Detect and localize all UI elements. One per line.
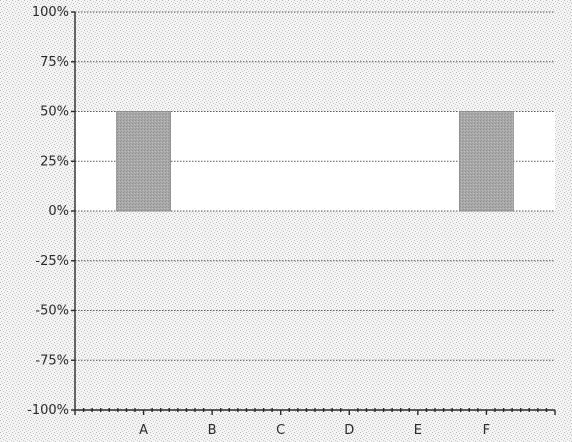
y-tick-label: 25% bbox=[40, 154, 69, 169]
axes bbox=[71, 11, 556, 415]
x-tick-label: D bbox=[344, 423, 354, 438]
y-tick-label: -25% bbox=[35, 254, 69, 269]
bar bbox=[116, 111, 171, 212]
y-tick-label: 100% bbox=[32, 5, 69, 20]
x-tick-label: A bbox=[139, 423, 148, 438]
y-tick-label: -100% bbox=[27, 403, 69, 418]
y-tick-label: -50% bbox=[35, 304, 69, 319]
y-tick-label: 50% bbox=[40, 105, 69, 120]
y-tick-label: -75% bbox=[35, 353, 69, 368]
y-tick-label: 0% bbox=[48, 204, 69, 219]
x-tick-label: C bbox=[276, 423, 285, 438]
gridlines bbox=[75, 11, 555, 361]
tick-labels: 100% 75% 50% 25% 0% -25% -50% -75% -100% A B C D E F bbox=[27, 5, 490, 438]
x-tick-label: F bbox=[483, 423, 490, 438]
bars bbox=[116, 111, 514, 212]
y-tick-label: 75% bbox=[40, 55, 69, 70]
x-tick-label: B bbox=[208, 423, 217, 438]
x-tick-label: E bbox=[414, 423, 422, 438]
bar bbox=[459, 111, 514, 212]
